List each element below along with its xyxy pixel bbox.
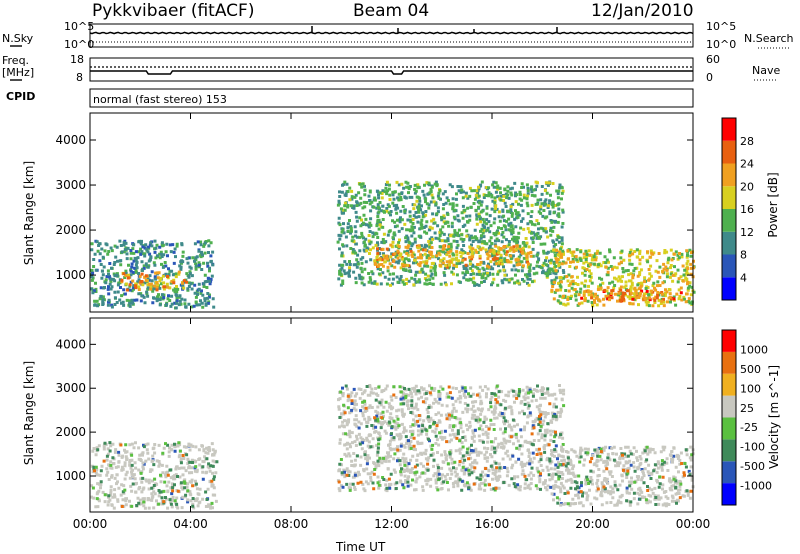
power-region-3-cells-2: [373, 243, 533, 269]
power-colorbar-label-6: 4: [740, 271, 747, 284]
nsky-panel: [89, 23, 694, 48]
date-title: 12/Jan/2010: [591, 1, 694, 21]
beam-title: Beam 04: [353, 1, 430, 21]
power-colorbar-label-5: 8: [740, 249, 747, 262]
nsky-tick-bottom: 10^0: [64, 38, 95, 51]
power-colorbar-swatch-5: [722, 163, 736, 187]
nave-tick-top: 60: [706, 53, 720, 66]
power-ylabel: Slant Range [km]: [22, 160, 36, 266]
velocity-region-2-cells-1: [550, 445, 695, 508]
power-colorbar-swatch-4: [722, 186, 736, 209]
power-colorbar-label-3: 16: [740, 203, 754, 216]
nsearch-tick-bottom: 10^0: [706, 38, 737, 51]
velocity-region-0-cells-1: [90, 441, 218, 510]
cpid-label: CPID: [6, 90, 36, 103]
freq-tick-top: 18: [70, 53, 84, 66]
power-colorbar-swatch-7: [722, 118, 736, 141]
velocity-colorbar-swatch-0: [722, 483, 736, 505]
power-colorbar-label: Power [dB]: [766, 172, 780, 238]
x-axis-label: Time UT: [336, 540, 386, 554]
cpid-panel: [89, 88, 694, 108]
x-tick-label-2: 08:00: [274, 517, 309, 531]
velocity-colorbar-swatch-3: [722, 417, 736, 440]
velocity-colorbar-label-0: 1000: [740, 343, 768, 356]
velocity-colorbar-swatch-6: [722, 351, 736, 374]
power-heatmap: [90, 180, 696, 310]
velocity-colorbar-label-5: -100: [740, 441, 765, 454]
power-ytick-label-1: 3000: [55, 178, 86, 192]
power-region-0-cells-2: [90, 239, 216, 310]
power-region-1-cells-2: [120, 272, 189, 292]
power-colorbar-swatch-1: [722, 254, 736, 278]
x-tick-label-1: 04:00: [173, 517, 208, 531]
freq-trace: [90, 70, 693, 75]
nsky-trace: [89, 31, 694, 35]
x-tick-label-4: 16:00: [475, 517, 510, 531]
velocity-heatmap: [90, 384, 695, 510]
velocity-colorbar-label-3: 25: [740, 402, 754, 415]
velocity-colorbar-swatch-5: [722, 373, 736, 396]
velocity-colorbar-label: Velocity [m s^-1]: [767, 364, 781, 470]
velocity-ytick-label-3: 1000: [55, 469, 86, 483]
power-colorbar-swatch-2: [722, 231, 736, 255]
x-tick-label-0: 00:00: [73, 517, 108, 531]
cpid-text: normal (fast stereo) 153: [93, 93, 227, 106]
power-colorbar-label-2: 20: [740, 180, 754, 193]
power-region-3-cells-1: [368, 243, 531, 269]
power-colorbar-label-1: 24: [740, 158, 754, 171]
power-region-0-cells-0: [90, 239, 213, 310]
velocity-ytick-label-1: 3000: [55, 381, 86, 395]
freq-panel: [89, 57, 694, 82]
velocity-region-1-cells-0: [336, 384, 566, 493]
velocity-colorbar-swatch-7: [722, 330, 736, 352]
nsky-label: N.Sky: [2, 32, 34, 45]
velocity-ylabel: Slant Range [km]: [22, 360, 36, 466]
velocity-ytick-label-0: 4000: [55, 337, 86, 351]
power-region-1-cells-1: [120, 270, 184, 291]
power-colorbar-frame: [721, 117, 737, 301]
power-colorbar-label-0: 28: [740, 135, 754, 148]
power-colorbar-label-4: 12: [740, 226, 754, 239]
x-tick-label-5: 20:00: [575, 517, 610, 531]
radar-title: Pykkvibaer (fitACF): [92, 1, 255, 21]
nsky-tick-top: 10^5: [64, 20, 95, 33]
power-ytick-label-3: 1000: [55, 268, 86, 282]
power-region-4-cells-1: [552, 248, 696, 308]
power-region-4-cells-2: [550, 248, 696, 308]
velocity-colorbar-label-6: -500: [740, 460, 765, 473]
nave-label: Nave: [752, 64, 781, 77]
power-region-5-cells-2: [582, 289, 684, 303]
power-colorbar-swatch-6: [722, 140, 736, 164]
velocity-colorbar-label-4: -25: [740, 421, 758, 434]
power-region-2-cells-2: [336, 180, 565, 287]
power-colorbar-swatch-0: [722, 277, 736, 300]
velocity-colorbar-label-2: 100: [740, 382, 761, 395]
freq-tick-bottom: 8: [76, 71, 83, 84]
freq-label-2: [MHz]: [2, 66, 35, 79]
nave-tick-bottom: 0: [706, 71, 713, 84]
power-colorbar-swatch-3: [722, 209, 736, 232]
nsearch-label: N.Search: [744, 32, 794, 45]
power-region-2-cells-0: [337, 180, 566, 287]
power-ytick-label-0: 4000: [55, 133, 86, 147]
power-region-2-cells-1: [340, 180, 565, 287]
velocity-ytick-label-2: 2000: [55, 425, 86, 439]
power-region-1-cells-0: [121, 271, 186, 291]
x-tick-label-3: 12:00: [374, 517, 409, 531]
x-tick-label-6: 00:00: [676, 517, 711, 531]
power-ytick-label-2: 2000: [55, 223, 86, 237]
nsearch-tick-top: 10^5: [706, 20, 737, 33]
velocity-colorbar-swatch-1: [722, 461, 736, 484]
velocity-colorbar-label-1: 500: [740, 363, 761, 376]
velocity-colorbar-swatch-4: [722, 395, 736, 418]
freq-label-1: Freq.: [2, 54, 30, 67]
velocity-colorbar-label-7: -1000: [740, 480, 772, 493]
velocity-colorbar-frame: [721, 329, 737, 506]
power-region-3-cells-0: [376, 244, 529, 269]
power-region-5-cells-0: [580, 289, 683, 303]
velocity-colorbar-swatch-2: [722, 439, 736, 462]
